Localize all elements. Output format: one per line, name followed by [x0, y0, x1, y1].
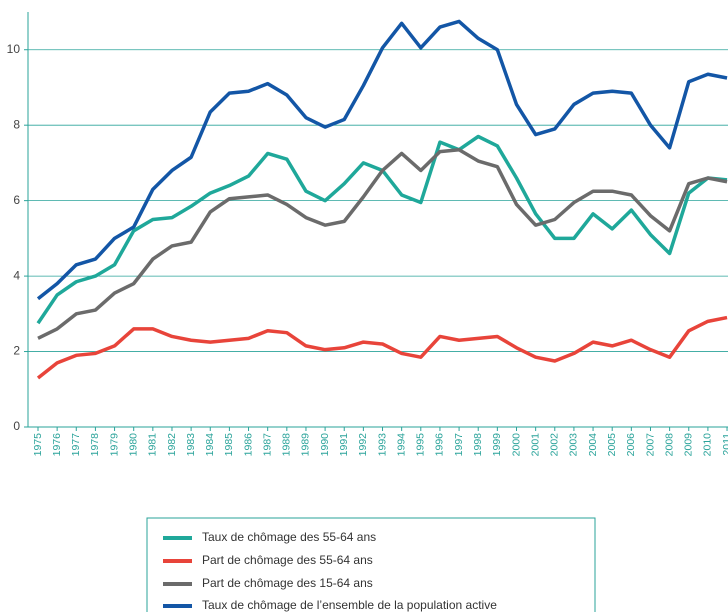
- x-tick-label: 1989: [300, 433, 312, 457]
- x-tick-label: 1986: [242, 433, 254, 457]
- x-tick-label: 1991: [338, 433, 350, 457]
- x-tick-label: 1975: [32, 433, 44, 457]
- x-tick-label: 1983: [185, 433, 197, 457]
- y-tick-label: 2: [13, 344, 20, 358]
- series-line: [37, 147, 728, 340]
- x-tick-label: 2004: [587, 433, 599, 457]
- x-tick-label: 2009: [683, 433, 695, 457]
- legend-label: Taux de chômage de l’ensemble de la popu…: [202, 598, 497, 612]
- legend-label: Part de chômage des 55-64 ans: [202, 553, 373, 567]
- x-tick-label: 2006: [625, 433, 637, 457]
- x-tick-label: 2002: [549, 433, 561, 457]
- legend-label: Part de chômage des 15-64 ans: [202, 576, 373, 590]
- x-tick-label: 1978: [89, 433, 101, 457]
- x-tick-label: 1981: [147, 433, 159, 457]
- x-tick-label: 1990: [319, 433, 331, 457]
- series-line: [36, 315, 728, 380]
- x-tick-label: 1993: [376, 433, 388, 457]
- x-tick-label: 1987: [261, 433, 273, 457]
- legend-box: [146, 517, 596, 612]
- y-tick-label: 4: [13, 268, 20, 282]
- x-tick-label: 1984: [204, 433, 216, 457]
- x-tick-label: 2010: [702, 433, 714, 457]
- x-tick-label: 1996: [434, 433, 446, 457]
- x-tick-label: 1976: [51, 433, 63, 457]
- x-tick-label: 1998: [472, 433, 484, 457]
- x-tick-label: 1995: [415, 433, 427, 457]
- x-tick-label: 1980: [127, 433, 139, 457]
- series-line: [36, 19, 728, 301]
- x-tick-label: 1979: [108, 433, 120, 457]
- x-tick-label: 1992: [357, 433, 369, 457]
- series-line: [36, 134, 728, 325]
- x-tick-label: 1997: [453, 433, 465, 457]
- x-tick-label: 2007: [644, 433, 656, 457]
- y-tick-label: 6: [13, 193, 20, 207]
- legend-label: Taux de chômage des 55-64 ans: [202, 530, 376, 544]
- x-tick-label: 1985: [223, 433, 235, 457]
- x-tick-label: 2000: [510, 433, 522, 457]
- x-tick-label: 2003: [568, 433, 580, 457]
- x-tick-label: 2001: [529, 433, 541, 457]
- x-tick-label: 2008: [663, 433, 675, 457]
- y-tick-label: 0: [13, 419, 20, 433]
- y-tick-label: 10: [7, 42, 21, 56]
- y-tick-label: 8: [13, 117, 20, 131]
- x-tick-label: 2005: [606, 433, 618, 457]
- x-tick-label: 1982: [166, 433, 178, 457]
- x-tick-label: 1999: [491, 433, 503, 457]
- x-tick-label: 1994: [395, 433, 407, 457]
- x-tick-label: 1977: [70, 433, 82, 457]
- x-tick-label: 2011: [721, 433, 728, 456]
- x-tick-label: 1988: [281, 433, 293, 457]
